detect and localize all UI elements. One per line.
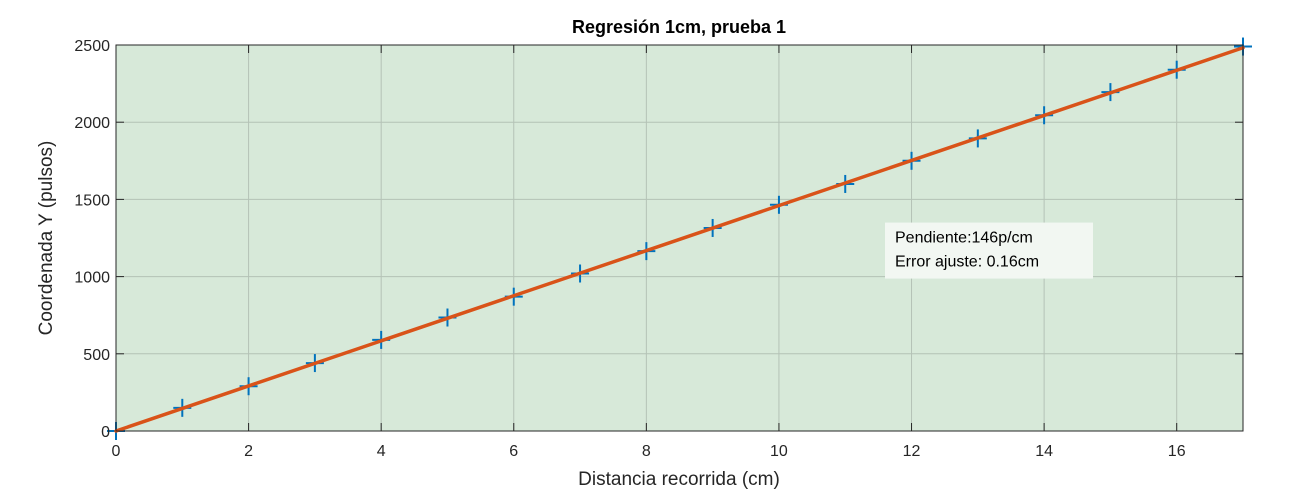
x-tick-label: 12 <box>903 443 921 460</box>
annotation-line-slope: Pendiente:146p/cm <box>895 230 1033 247</box>
fit-line-group <box>114 46 1245 433</box>
x-tick-label: 16 <box>1168 443 1186 460</box>
annotation-background <box>885 222 1094 279</box>
y-tick-label: 1000 <box>74 270 110 287</box>
x-tick-label: 0 <box>112 443 121 460</box>
x-tick-label: 10 <box>770 443 788 460</box>
chart-title: Regresión 1cm, prueba 1 <box>572 17 786 37</box>
y-tick-label: 2000 <box>74 115 110 132</box>
annotation-line-error: Error ajuste: 0.16cm <box>895 254 1039 271</box>
y-tick-label: 2500 <box>74 38 110 55</box>
axes-frame <box>115 44 1244 432</box>
y-tick-labels: 0 500 1000 1500 2000 2500 <box>74 38 110 441</box>
annotation-box: Pendiente:146p/cm Error ajuste: 0.16cm <box>885 222 1094 279</box>
y-tick-label: 0 <box>101 424 110 441</box>
fit-line <box>114 46 1245 433</box>
x-tick-label: 4 <box>377 443 386 460</box>
x-axis-title: Distancia recorrida (cm) <box>578 469 780 490</box>
x-tick-label: 14 <box>1035 443 1053 460</box>
x-tick-label: 6 <box>509 443 518 460</box>
x-tick-label: 8 <box>642 443 651 460</box>
axes <box>115 44 1244 432</box>
y-axis-title: Coordenada Y (pulsos) <box>36 141 57 336</box>
y-tick-label: 500 <box>83 347 110 364</box>
x-tick-labels: 0 2 4 6 8 10 12 14 16 <box>112 443 1186 460</box>
y-tick-label: 1500 <box>74 192 110 209</box>
x-tick-label: 2 <box>244 443 253 460</box>
